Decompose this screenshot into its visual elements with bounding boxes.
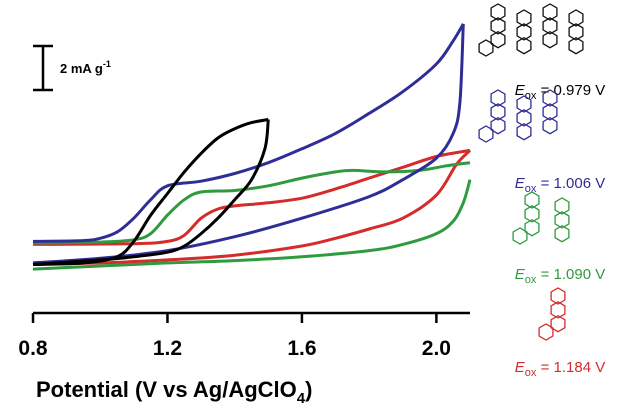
ring-icon: [524, 191, 540, 209]
ring-icon: [542, 30, 558, 49]
phenyl-ring-icon: [478, 125, 494, 143]
ring-icon: [490, 103, 506, 121]
phenyl-ring-icon: [478, 39, 494, 57]
eox-subscript: ox: [525, 367, 537, 379]
ring-icon: [542, 89, 558, 107]
ring-icon: [516, 122, 532, 141]
x-axis-title-main: Potential (V vs Ag/AgClO: [36, 377, 297, 402]
scale-bar-label: 2 mA g-1: [60, 59, 111, 76]
eox-label-2: Eox = 1.090 V: [515, 266, 605, 286]
ring-icon: [516, 109, 532, 127]
x-tick-label: 1.6: [287, 337, 316, 360]
eox-subscript: ox: [525, 90, 537, 102]
ring-icon: [490, 89, 506, 107]
series-1-reverse-line: [32, 23, 465, 265]
ring-icon: [524, 205, 540, 223]
phenyl-ring-icon: [538, 323, 554, 341]
x-axis-title: Potential (V vs Ag/AgClO4): [36, 377, 312, 406]
ring-icon: [550, 301, 566, 319]
plot-area: 0.8 1.2 1.6 2.0: [18, 23, 472, 360]
ring-icon: [554, 197, 570, 215]
trimer-structure: [478, 89, 558, 143]
eox-subscript: ox: [525, 274, 537, 286]
ring-icon: [542, 116, 558, 135]
ring-icon: [490, 116, 506, 135]
scale-bar-text: 2 mA g: [60, 61, 103, 76]
ring-icon: [490, 30, 506, 49]
x-tick-label: 0.8: [18, 337, 48, 360]
x-axis-title-sub: 4: [297, 390, 306, 406]
ring-icon: [516, 95, 532, 113]
eox-symbol: E: [515, 359, 526, 376]
scale-bar: 2 mA g-1: [33, 44, 111, 92]
eox-symbol: E: [515, 175, 526, 192]
ring-icon: [568, 36, 584, 55]
ring-icon: [542, 103, 558, 121]
eox-value: = 1.184 V: [536, 359, 605, 376]
ring-icon: [550, 314, 566, 333]
ring-icon: [554, 224, 570, 243]
scale-bar-sup: -1: [103, 59, 111, 69]
ring-icon: [524, 218, 540, 237]
ring-icon: [516, 23, 532, 41]
cv-curves: [32, 23, 472, 271]
x-axis-title-end: ): [305, 377, 312, 402]
eox-value: = 1.006 V: [536, 175, 605, 192]
x-tick-label: 2.0: [422, 337, 451, 360]
eox-value: = 0.979 V: [536, 82, 605, 99]
series-2-reverse-line: [32, 179, 472, 271]
eox-value: = 1.090 V: [536, 266, 605, 283]
series-3-reverse-line: [32, 149, 472, 266]
phenyl-ring-icon: [512, 227, 528, 245]
x-tick-label: 1.2: [153, 337, 182, 360]
ring-icon: [542, 17, 558, 35]
eox-symbol: E: [515, 266, 526, 283]
series-1-forward-line: [32, 23, 465, 243]
series-0-reverse-line: [32, 119, 270, 266]
eox-symbol: E: [515, 82, 526, 99]
series-3-forward-line: [32, 148, 471, 246]
eox-subscript: ox: [525, 183, 537, 195]
monomer-structure: [538, 287, 566, 341]
x-ticks: 0.8 1.2 1.6 2.0: [18, 313, 451, 360]
ring-icon: [568, 23, 584, 41]
ring-icon: [516, 9, 532, 27]
ring-icon: [490, 17, 506, 35]
eox-label-0: Eox = 0.979 V: [515, 82, 605, 102]
eox-label-3: Eox = 1.184 V: [515, 359, 605, 379]
ring-icon: [516, 36, 532, 55]
ring-icon: [554, 211, 570, 229]
dimer-structure: [512, 191, 570, 245]
tetramer-structure: [478, 3, 584, 57]
series-2-forward-line: [32, 161, 471, 245]
ring-icon: [550, 287, 566, 305]
ring-icon: [490, 3, 506, 21]
eox-label-1: Eox = 1.006 V: [515, 175, 605, 195]
ring-icon: [568, 9, 584, 27]
ring-icon: [542, 3, 558, 21]
